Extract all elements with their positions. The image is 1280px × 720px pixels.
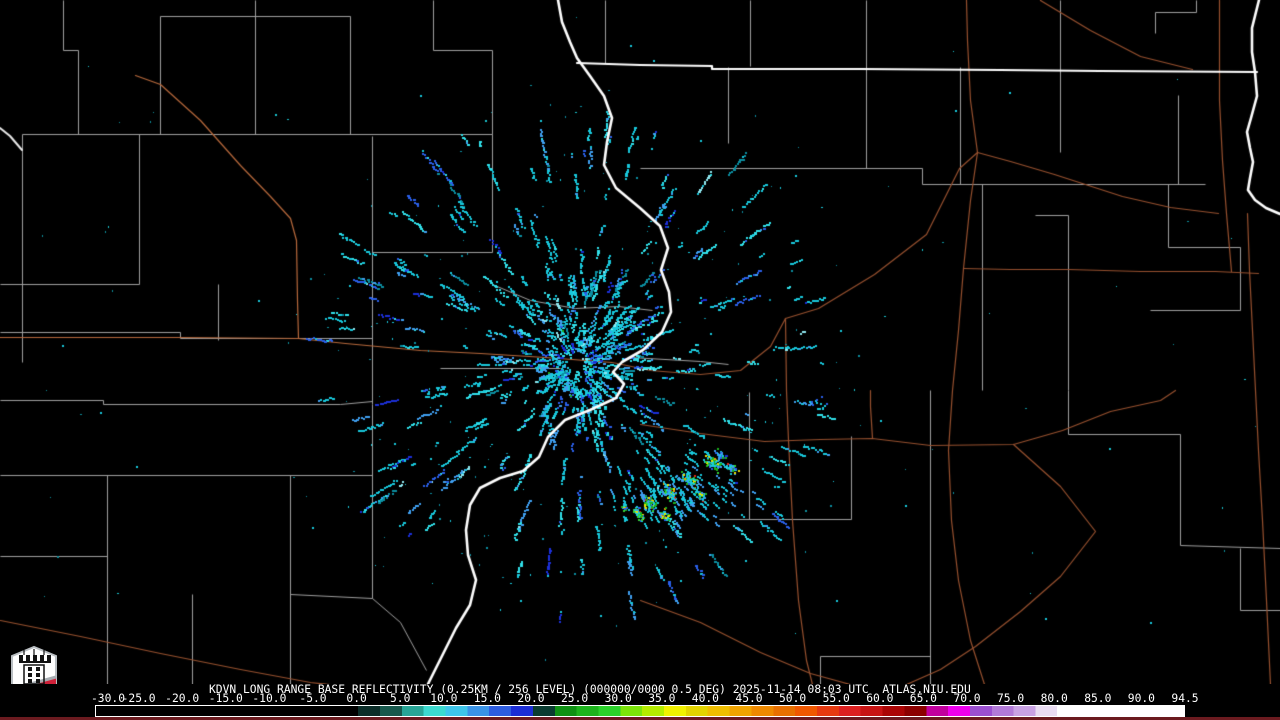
colorbar-tick-label: 50.0 — [778, 692, 807, 705]
colorbar-tick-label: 85.0 — [1084, 692, 1112, 705]
colorbar-tick-label: -10.0 — [252, 692, 287, 705]
colorbar-tick-label: 10.0 — [430, 692, 458, 705]
radar-map-canvas — [0, 0, 1280, 684]
colorbar-tick-label: -5.0 — [299, 692, 327, 705]
colorbar-tick-label: -25.0 — [121, 692, 156, 705]
colorbar-tick-label: 25.0 — [560, 692, 589, 705]
colorbar-tick-label: 65.0 — [909, 692, 937, 705]
legend-bar: KDVN LONG RANGE BASE REFLECTIVITY (0.25K… — [0, 684, 1280, 720]
bottom-accent-strip — [0, 717, 1280, 720]
colorbar-tick-label: 35.0 — [648, 692, 676, 705]
colorbar-tick-label: -15.0 — [208, 692, 243, 705]
reflectivity-colorbar — [95, 705, 1185, 717]
colorbar-tick-label: 45.0 — [735, 692, 763, 705]
colorbar-tick-label: -20.0 — [165, 692, 200, 705]
colorbar-tick-label: 5.0 — [389, 692, 411, 705]
colorbar-tick-label: 0.0 — [346, 692, 367, 705]
colorbar-tick-label: 70.0 — [953, 692, 981, 705]
colorbar-tick-label: 94.5 — [1171, 692, 1199, 705]
colorbar-tick-label: 75.0 — [996, 692, 1025, 705]
colorbar-tick-label: 20.0 — [517, 692, 545, 705]
colorbar-tick-label: 15.0 — [473, 692, 501, 705]
colorbar-tick-label: 55.0 — [822, 692, 850, 705]
caption-text: KDVN LONG RANGE BASE REFLECTIVITY (0.25K… — [209, 683, 971, 696]
colorbar-tick-labels: -30.0 -25.0 -20.0 -15.0 -10.0 -5.0 0.0 5.0 10.0 1… — [0, 693, 1280, 705]
colorbar-tick-label: 80.0 — [1040, 692, 1068, 705]
colorbar-tick-label: 90.0 — [1127, 692, 1155, 705]
colorbar-tick-label: 30.0 — [604, 692, 632, 705]
colorbar-tick-label: 60.0 — [866, 692, 894, 705]
colorbar-tick-label: -30.0 — [90, 692, 126, 705]
castle-icon — [19, 649, 51, 685]
colorbar-tick-label: 40.0 — [691, 692, 719, 705]
